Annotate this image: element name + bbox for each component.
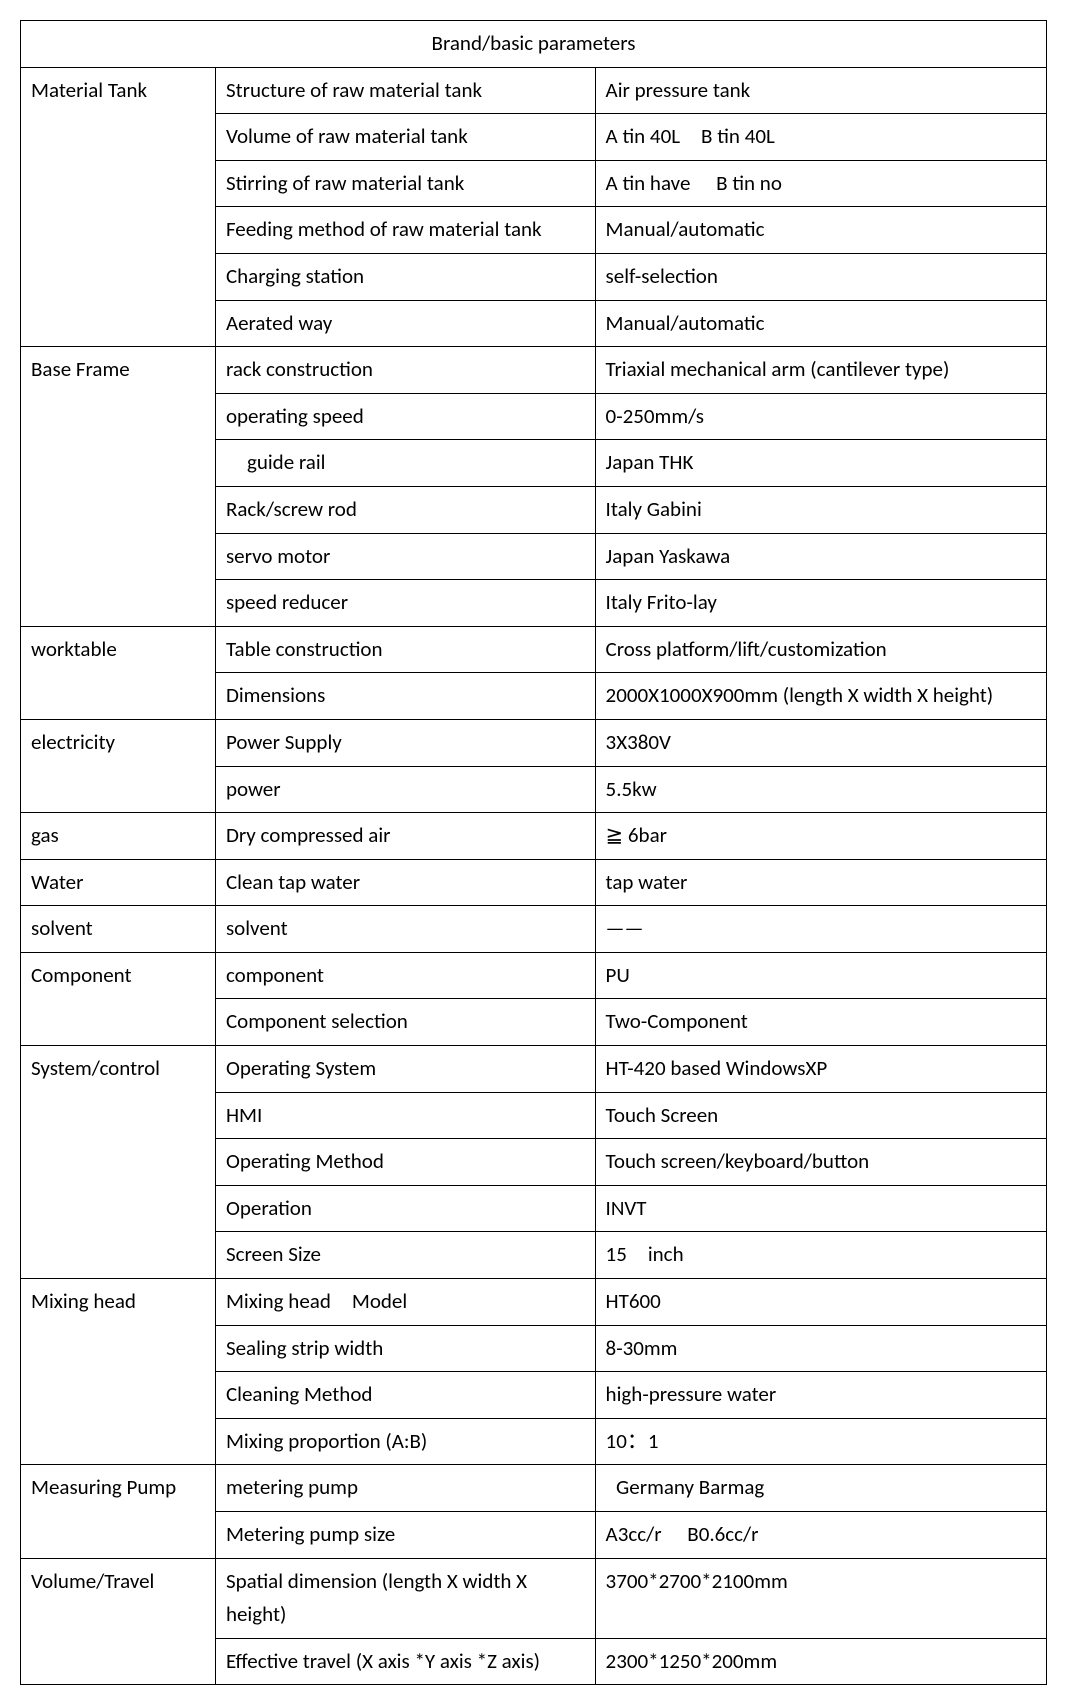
param-cell: Feeding method of raw material tank <box>215 207 595 254</box>
group-label: worktable <box>21 626 216 719</box>
param-cell: operating speed <box>215 393 595 440</box>
param-cell: Stirring of raw material tank <box>215 160 595 207</box>
param-cell: Clean tap water <box>215 859 595 906</box>
table-row: gasDry compressed air≧ 6bar <box>21 813 1047 860</box>
group-label: Base Frame <box>21 347 216 627</box>
param-cell: Spatial dimension (length X width X heig… <box>215 1558 595 1638</box>
param-cell: Aerated way <box>215 300 595 347</box>
param-cell: Volume of raw material tank <box>215 114 595 161</box>
table-row: electricityPower Supply3X380V <box>21 719 1047 766</box>
param-cell: Dry compressed air <box>215 813 595 860</box>
param-cell: Operation <box>215 1185 595 1232</box>
param-cell: Charging station <box>215 253 595 300</box>
value-cell: 3700*2700*2100mm <box>595 1558 1046 1638</box>
param-cell: guide rail <box>215 440 595 487</box>
value-cell: A tin 40L B tin 40L <box>595 114 1046 161</box>
value-cell: Air pressure tank <box>595 67 1046 114</box>
group-label: Component <box>21 952 216 1045</box>
param-cell: Mixing head Model <box>215 1279 595 1326</box>
value-cell: —— <box>595 906 1046 953</box>
group-label: electricity <box>21 719 216 812</box>
value-cell: 5.5kw <box>595 766 1046 813</box>
param-cell: Metering pump size <box>215 1512 595 1559</box>
param-cell: Power Supply <box>215 719 595 766</box>
value-cell: HT600 <box>595 1279 1046 1326</box>
param-cell: Rack/screw rod <box>215 486 595 533</box>
group-label: Volume/Travel <box>21 1558 216 1685</box>
group-label: Measuring Pump <box>21 1465 216 1558</box>
param-cell: Operating Method <box>215 1139 595 1186</box>
table-row: Measuring Pumpmetering pump Germany Barm… <box>21 1465 1047 1512</box>
value-cell: A3cc/r B0.6cc/r <box>595 1512 1046 1559</box>
value-cell: A tin have B tin no <box>595 160 1046 207</box>
param-cell: HMI <box>215 1092 595 1139</box>
value-cell: Touch Screen <box>595 1092 1046 1139</box>
param-cell: Table construction <box>215 626 595 673</box>
value-cell: Japan Yaskawa <box>595 533 1046 580</box>
table-row: ComponentcomponentPU <box>21 952 1047 999</box>
parameters-table: Brand/basic parametersMaterial TankStruc… <box>20 20 1047 1685</box>
param-cell: Operating System <box>215 1046 595 1093</box>
param-cell: Screen Size <box>215 1232 595 1279</box>
param-cell: Mixing proportion (A:B) <box>215 1418 595 1465</box>
group-label: Material Tank <box>21 67 216 347</box>
param-cell: power <box>215 766 595 813</box>
param-cell: Structure of raw material tank <box>215 67 595 114</box>
param-cell: speed reducer <box>215 580 595 627</box>
value-cell: Cross platform/lift/customization <box>595 626 1046 673</box>
table-row: Volume/TravelSpatial dimension (length X… <box>21 1558 1047 1638</box>
group-label: gas <box>21 813 216 860</box>
value-cell: Germany Barmag <box>595 1465 1046 1512</box>
param-cell: Sealing strip width <box>215 1325 595 1372</box>
group-label: solvent <box>21 906 216 953</box>
value-cell: HT-420 based WindowsXP <box>595 1046 1046 1093</box>
group-label: System/control <box>21 1046 216 1279</box>
value-cell: INVT <box>595 1185 1046 1232</box>
group-label: Mixing head <box>21 1279 216 1465</box>
param-cell: Component selection <box>215 999 595 1046</box>
value-cell: Italy Gabini <box>595 486 1046 533</box>
param-cell: rack construction <box>215 347 595 394</box>
param-cell: metering pump <box>215 1465 595 1512</box>
value-cell: 10：1 <box>595 1418 1046 1465</box>
table-row: Base Framerack constructionTriaxial mech… <box>21 347 1047 394</box>
value-cell: Two-Component <box>595 999 1046 1046</box>
value-cell: PU <box>595 952 1046 999</box>
value-cell: 8-30mm <box>595 1325 1046 1372</box>
value-cell: Manual/automatic <box>595 207 1046 254</box>
value-cell: self-selection <box>595 253 1046 300</box>
table-title: Brand/basic parameters <box>21 21 1047 68</box>
value-cell: 2000X1000X900mm (length X width X height… <box>595 673 1046 720</box>
group-label: Water <box>21 859 216 906</box>
param-cell: Effective travel (X axis *Y axis *Z axis… <box>215 1638 595 1685</box>
param-cell: solvent <box>215 906 595 953</box>
table-row: System/controlOperating SystemHT-420 bas… <box>21 1046 1047 1093</box>
value-cell: tap water <box>595 859 1046 906</box>
param-cell: servo motor <box>215 533 595 580</box>
table-row: WaterClean tap watertap water <box>21 859 1047 906</box>
value-cell: high-pressure water <box>595 1372 1046 1419</box>
param-cell: Cleaning Method <box>215 1372 595 1419</box>
value-cell: 2300*1250*200mm <box>595 1638 1046 1685</box>
value-cell: 15 inch <box>595 1232 1046 1279</box>
value-cell: Touch screen/keyboard/button <box>595 1139 1046 1186</box>
value-cell: Triaxial mechanical arm (cantilever type… <box>595 347 1046 394</box>
value-cell: Manual/automatic <box>595 300 1046 347</box>
value-cell: Italy Frito-lay <box>595 580 1046 627</box>
param-cell: component <box>215 952 595 999</box>
value-cell: 0-250mm/s <box>595 393 1046 440</box>
value-cell: Japan THK <box>595 440 1046 487</box>
table-row: Material TankStructure of raw material t… <box>21 67 1047 114</box>
param-cell: Dimensions <box>215 673 595 720</box>
table-row: Mixing headMixing head ModelHT600 <box>21 1279 1047 1326</box>
value-cell: 3X380V <box>595 719 1046 766</box>
table-row: solventsolvent—— <box>21 906 1047 953</box>
table-row: worktableTable constructionCross platfor… <box>21 626 1047 673</box>
value-cell: ≧ 6bar <box>595 813 1046 860</box>
